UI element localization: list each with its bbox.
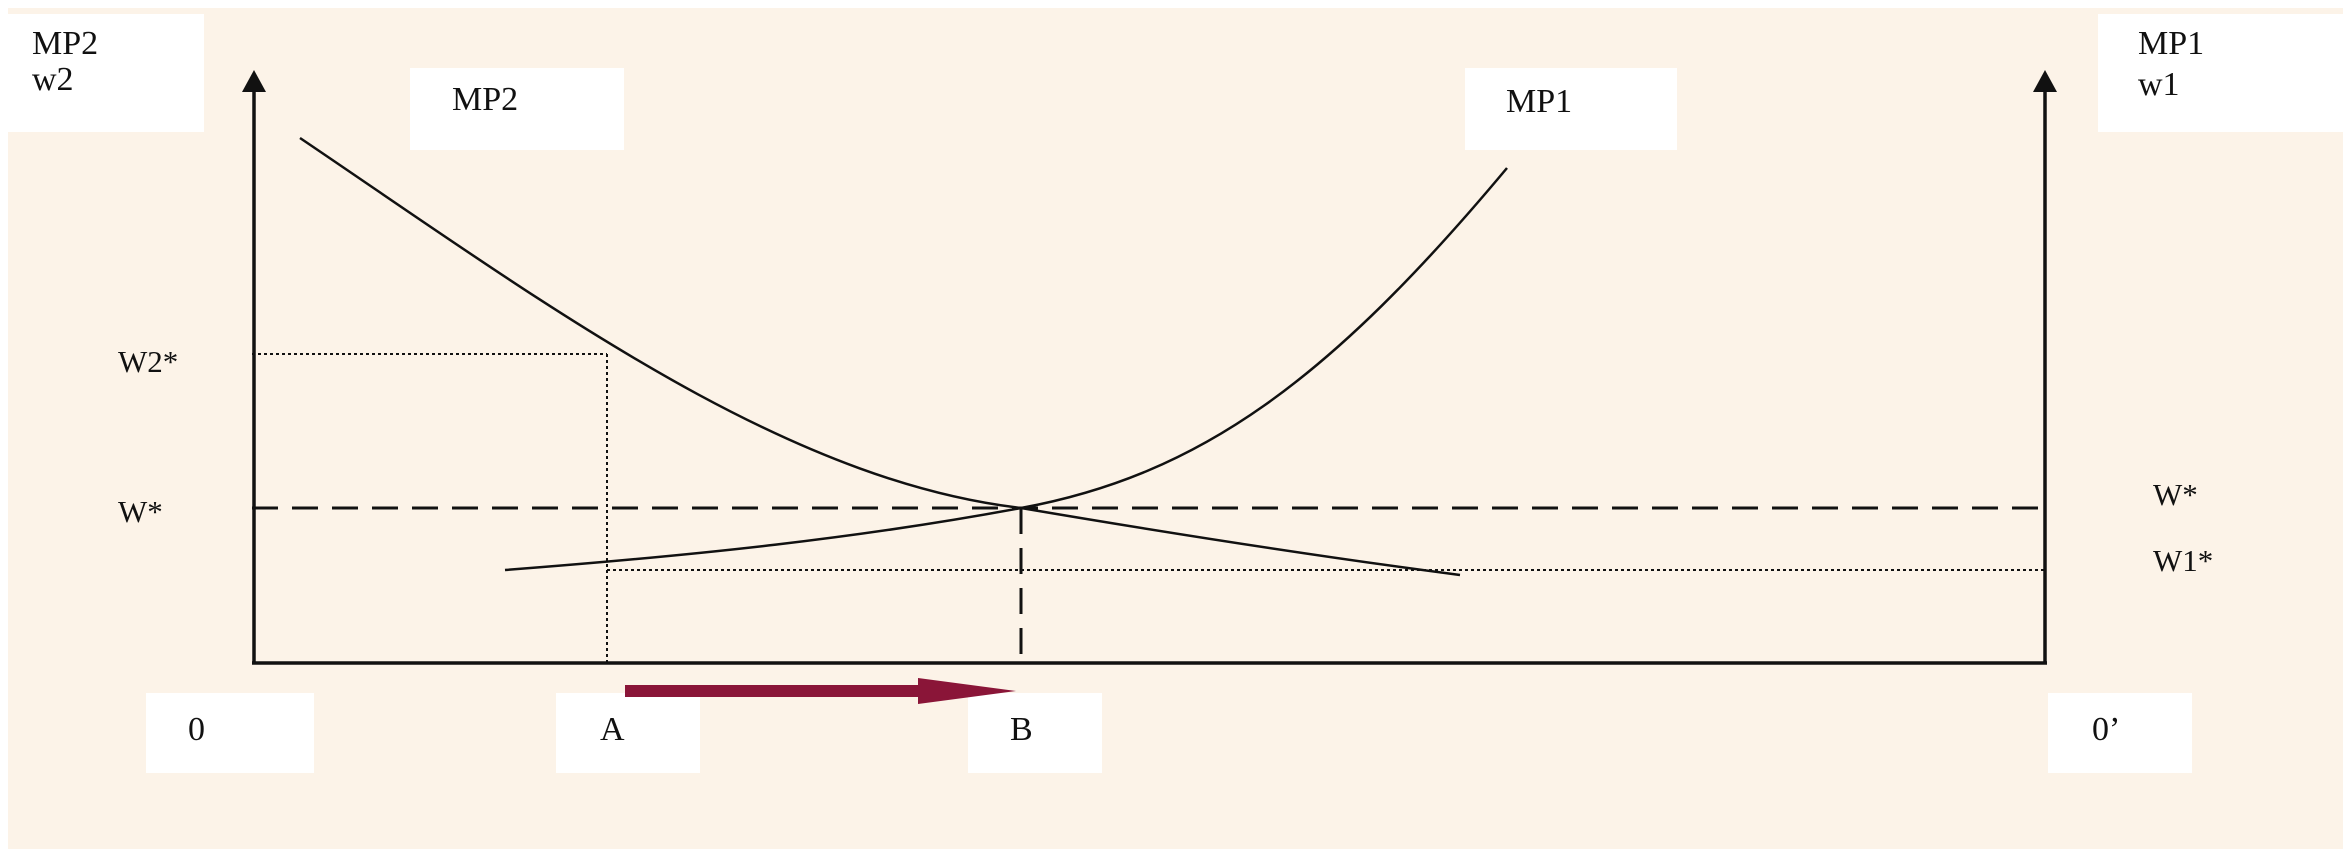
mp2-label-box: [410, 68, 624, 150]
origin-right-label: 0’: [2092, 711, 2120, 748]
point-b-label-box: [968, 693, 1102, 773]
left-axis-label-w2: w2: [32, 61, 74, 98]
left-axis-label-box: [8, 14, 204, 132]
a-to-b-arrow-shaft: [625, 685, 920, 697]
left-axis-label-mp2: MP2: [32, 25, 98, 62]
point-a-label-box: [556, 693, 700, 773]
w1-star-right-label: W1*: [2153, 543, 2213, 578]
w-star-right-label: W*: [2153, 477, 2198, 512]
right-axis-arrowhead: [2033, 70, 2057, 92]
right-axis-label-w1: w1: [2138, 66, 2180, 103]
origin-left-label: 0: [188, 711, 205, 748]
right-axis-label-mp1: MP1: [2138, 25, 2204, 62]
point-a-label: A: [600, 711, 625, 748]
w-star-left-label: W*: [118, 494, 163, 529]
mp1-label-box: [1465, 68, 1677, 150]
point-b-label: B: [1010, 711, 1033, 748]
w2-star-label: W2*: [118, 344, 178, 379]
origin-right-label-box: [2048, 693, 2192, 773]
a-to-b-arrow-head: [918, 678, 1016, 704]
mp1-curve: [504, 167, 1508, 572]
origin-left-label-box: [146, 693, 314, 773]
mp2-curve-label: MP2: [452, 81, 518, 118]
diagram-background: [8, 8, 2343, 849]
right-axis-label-box: [2098, 14, 2343, 132]
mp1-curve-label: MP1: [1506, 83, 1572, 120]
mp2-curve: [299, 136, 1461, 577]
left-axis-arrowhead: [242, 70, 266, 92]
